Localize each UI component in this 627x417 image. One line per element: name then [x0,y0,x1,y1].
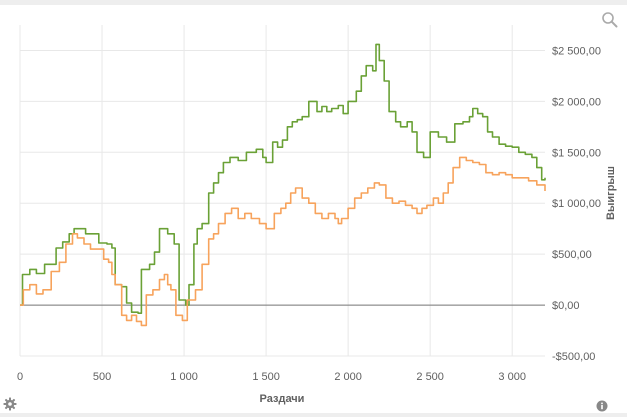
series-line [20,156,546,327]
vertical-gridlines [19,25,513,356]
horizontal-gridlines [20,49,545,357]
x-axis-title: Раздачи [260,393,305,405]
x-tick-label: 1 000 [170,371,198,383]
x-tick-label: 500 [93,371,111,383]
zoom-icon[interactable] [601,11,619,29]
bottom-strip [0,413,627,417]
series-line [20,43,546,314]
y-tick-label: $500,00 [552,249,592,261]
x-tick-label: 2 000 [334,371,362,383]
series-group [20,43,546,327]
top-strip [0,0,627,5]
y-axis-title: Выигрыш [605,166,617,220]
x-tick-label: 0 [17,371,23,383]
y-tick-label: $1 500,00 [552,147,601,159]
info-icon[interactable] [596,399,608,412]
x-axis-ticks: 0 500 1 000 1 500 2 000 2 500 3 000 [17,371,526,383]
x-tick-label: 2 500 [416,371,444,383]
x-tick-label: 3 000 [498,371,526,383]
y-tick-label: $2 500,00 [552,45,601,57]
y-tick-label: -$500,00 [552,351,595,363]
y-tick-label: $1 000,00 [552,198,601,210]
gear-icon[interactable] [3,397,17,411]
y-axis-ticks: $2 500,00 $2 000,00 $1 500,00 $1 000,00 $500… [552,45,601,363]
y-tick-label: $0,00 [552,300,580,312]
y-tick-label: $2 000,00 [552,96,601,108]
x-tick-label: 1 500 [252,371,280,383]
